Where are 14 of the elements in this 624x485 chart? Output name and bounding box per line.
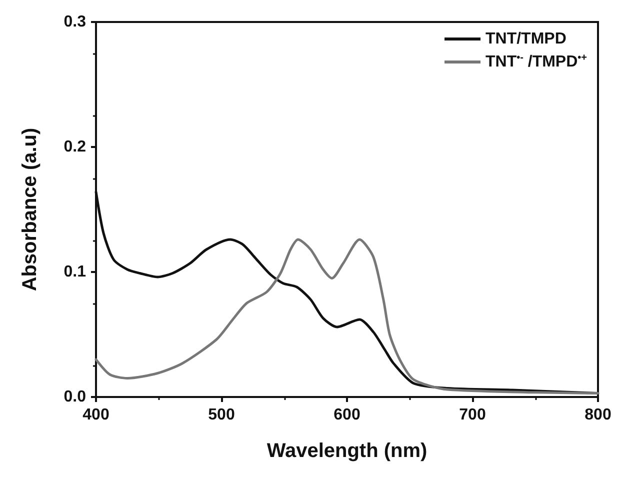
y-tick-label: 0.3 <box>64 14 86 30</box>
line-series <box>94 238 600 394</box>
y-tick-label: 0.2 <box>64 138 86 156</box>
x-axis-title: Wavelength (nm) <box>266 440 428 462</box>
y-axis-title: Absorbance (a.u) <box>19 128 41 292</box>
legend-label: TNT/TMPD <box>486 30 566 48</box>
x-tick-label: 700 <box>459 406 486 424</box>
x-tick-label: 500 <box>208 406 235 424</box>
x-tick-label: 800 <box>584 406 612 424</box>
x-tick-label: 600 <box>334 406 360 424</box>
y-tick-label: 0.1 <box>64 264 86 280</box>
y-tick-label: 0.0 <box>64 388 86 406</box>
x-tick-label: 400 <box>82 406 110 424</box>
legend-label: TNT•- /TMPD•+ <box>486 52 588 70</box>
